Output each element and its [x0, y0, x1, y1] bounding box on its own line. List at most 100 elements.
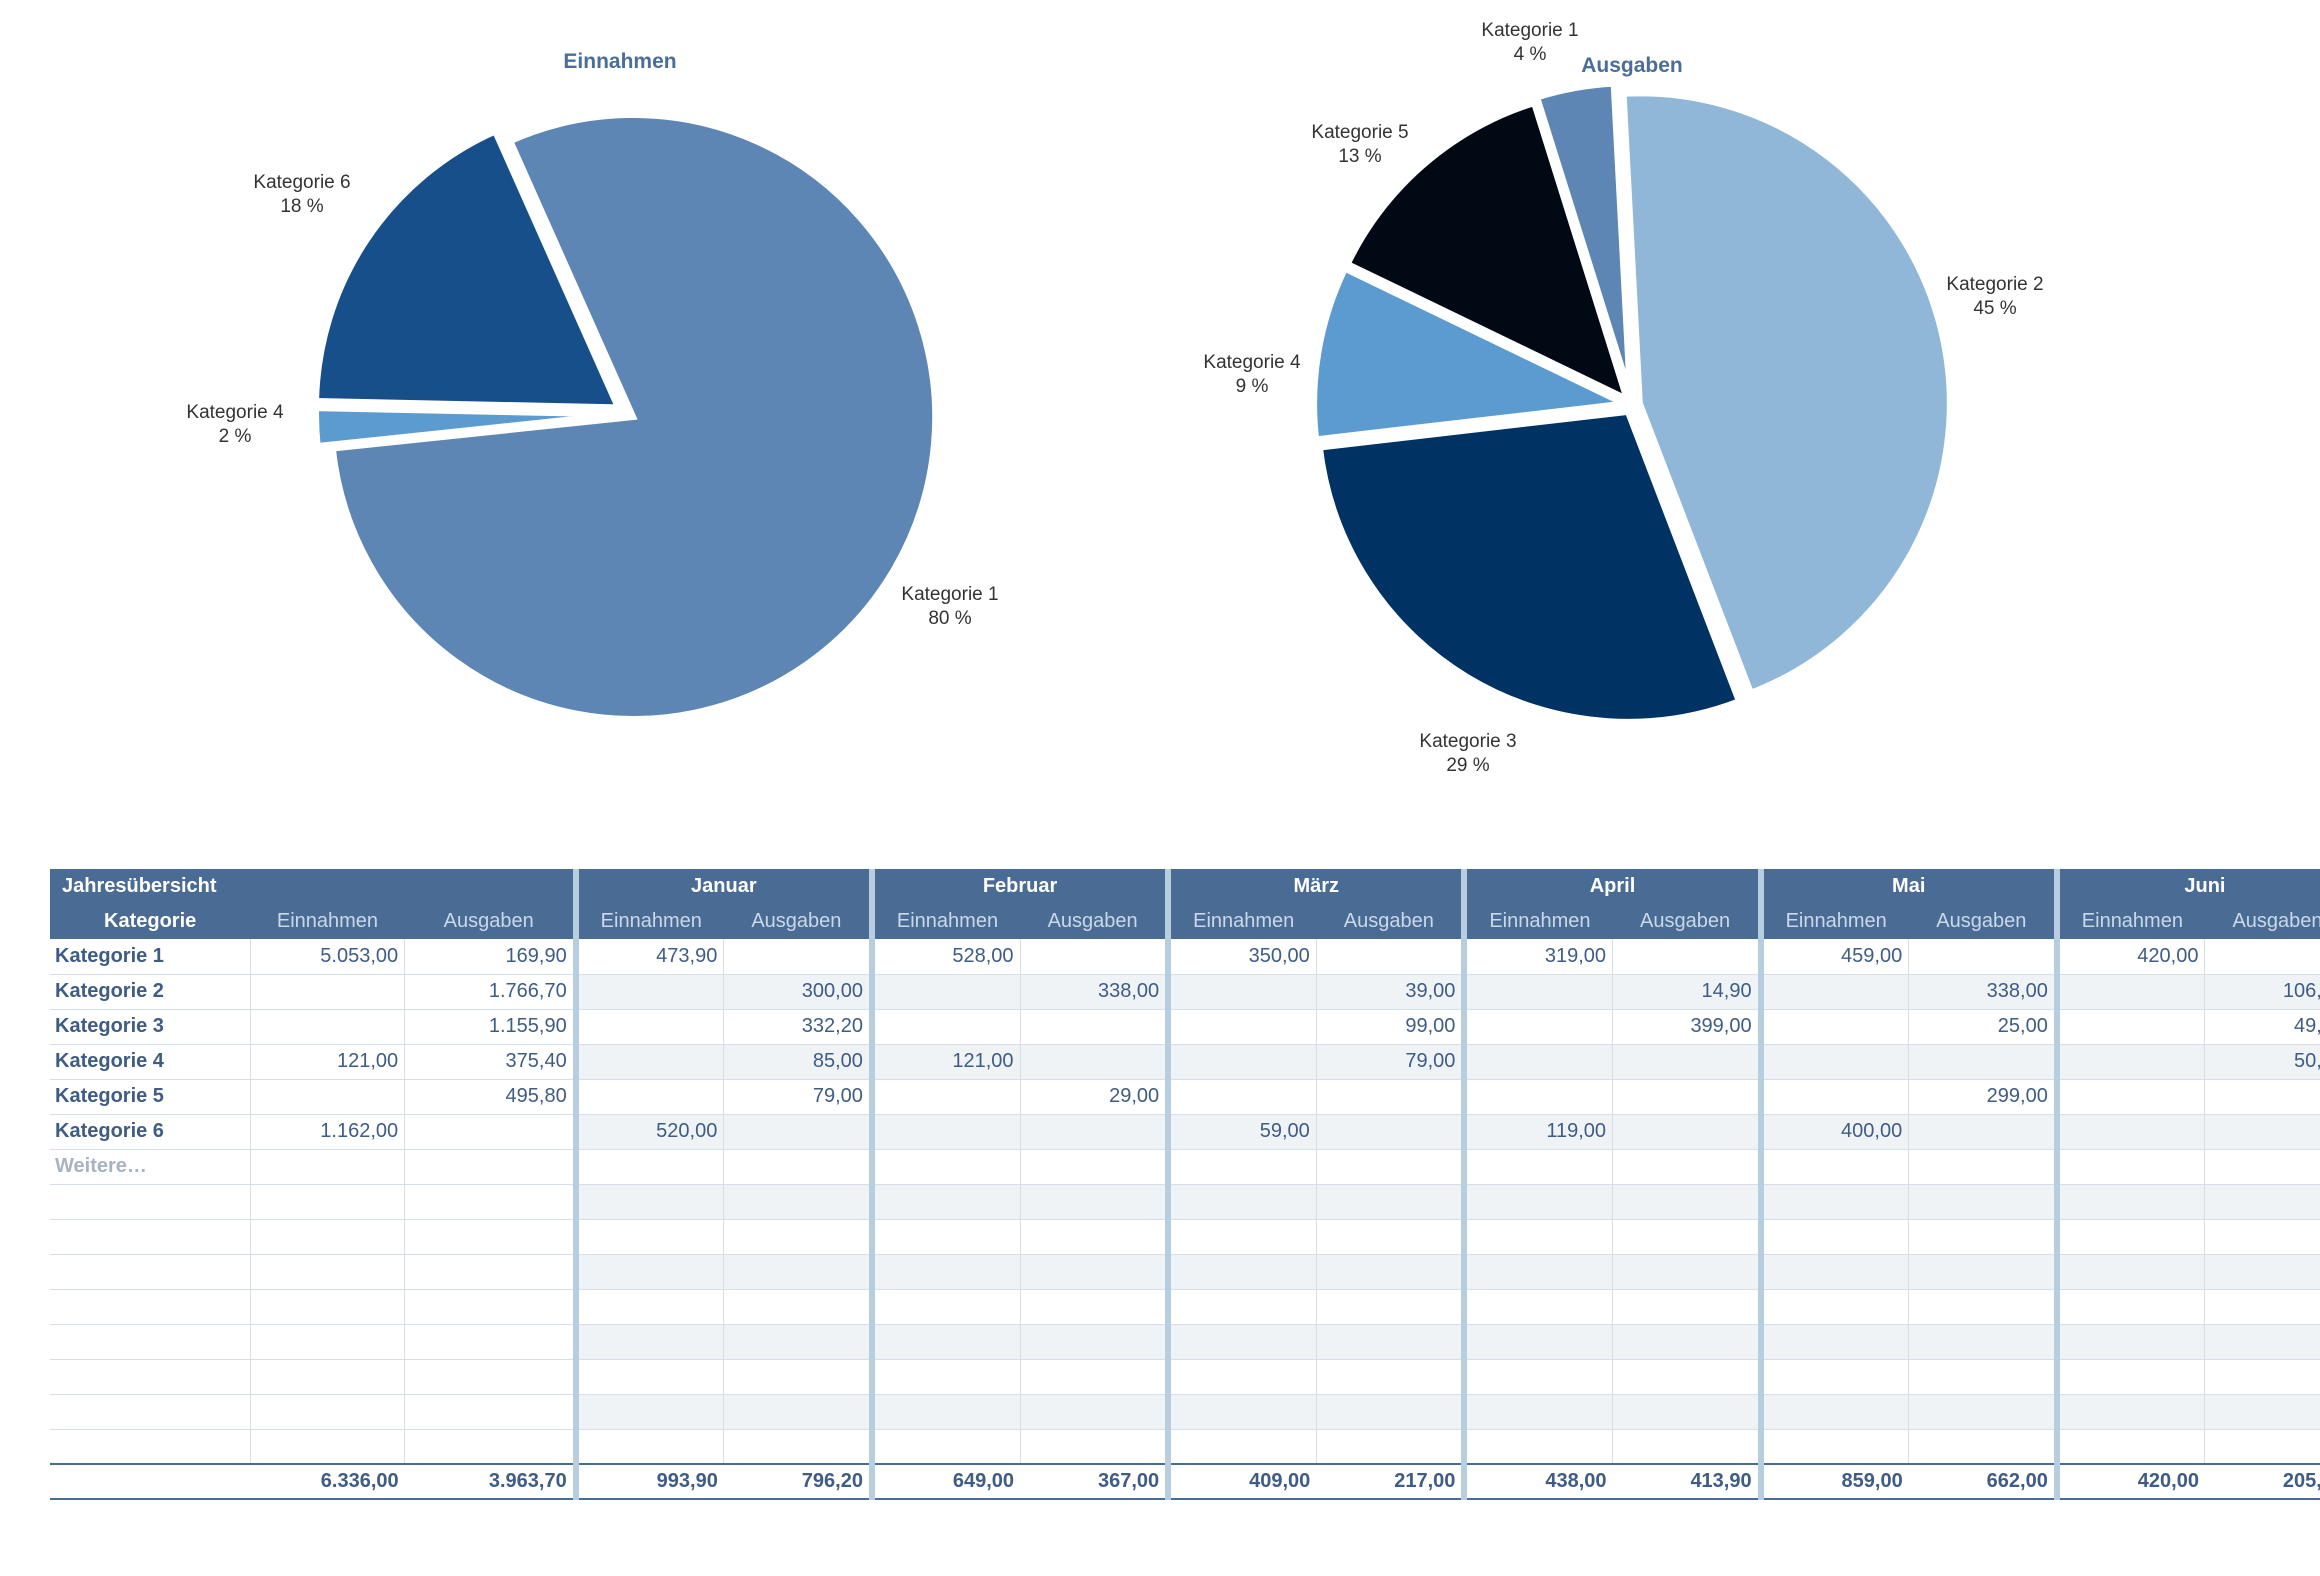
- month-expense-cell: [1612, 1184, 1762, 1220]
- slice-label: Kategorie 2: [1946, 274, 2043, 295]
- month-expense-cell: [1020, 1044, 1169, 1080]
- month-expense-cell: [1020, 1184, 1169, 1220]
- month-expense-cell: [1020, 939, 1169, 975]
- slice-label: Kategorie 1: [901, 584, 998, 605]
- month-expense-cell: 25,00: [1908, 1009, 2058, 1045]
- total-month-income: 409,00: [1165, 1463, 1317, 1500]
- month-income-cell: [1461, 1254, 1614, 1290]
- month-expense-cell: [1316, 1184, 1465, 1220]
- month-expense-cell: 39,00: [1316, 974, 1465, 1010]
- month-expense-cell: [2204, 1079, 2320, 1115]
- month-income-cell: 473,90: [572, 939, 725, 975]
- month-expense-cell: 99,00: [1316, 1009, 1465, 1045]
- pie-slice-kategorie-1: [1533, 80, 1633, 395]
- month-income-cell: [572, 1394, 725, 1430]
- month-expense-cell: [2204, 1184, 2320, 1220]
- month-income-cell: [868, 1359, 1021, 1395]
- month-income-cell: [2053, 1394, 2206, 1430]
- pie-slice-kategorie-3: [1316, 408, 1743, 725]
- month-header: April: [1461, 869, 1761, 904]
- month-income-cell: 319,00: [1461, 939, 1614, 975]
- month-income-cell: [2053, 1114, 2206, 1150]
- expense-column-header: Ausgaben: [2204, 904, 2320, 939]
- total-month-expense: 367,00: [1020, 1463, 1169, 1500]
- table-row: [50, 1324, 2320, 1360]
- total-month-expense: 205,00: [2204, 1463, 2320, 1500]
- totals-label: [50, 1463, 251, 1500]
- annual-income-cell: [250, 1009, 406, 1045]
- annual-expense-cell: 1.766,70: [404, 974, 577, 1010]
- slice-label: Kategorie 3: [1419, 731, 1516, 752]
- annual-income-cell: [250, 1219, 406, 1255]
- month-expense-cell: [723, 1289, 873, 1325]
- month-income-cell: [2053, 1254, 2206, 1290]
- month-expense-cell: [723, 1324, 873, 1360]
- month-income-cell: [1461, 1184, 1614, 1220]
- annual-income-cell: [250, 1254, 406, 1290]
- income-column-header: Einnahmen: [1757, 904, 1909, 939]
- annual-income-cell: [250, 1289, 406, 1325]
- month-income-cell: [1165, 1289, 1317, 1325]
- month-expense-cell: [1908, 1359, 2058, 1395]
- annual-expense-cell: [404, 1184, 577, 1220]
- month-income-cell: [572, 1184, 725, 1220]
- month-income-cell: [1461, 1044, 1614, 1080]
- slice-label: Kategorie 1: [1481, 20, 1578, 41]
- month-expense-cell: 338,00: [1020, 974, 1169, 1010]
- month-income-cell: 121,00: [868, 1044, 1021, 1080]
- month-expense-cell: 50,00: [2204, 1044, 2320, 1080]
- month-expense-cell: [723, 1149, 873, 1185]
- month-header: Juni: [2053, 869, 2320, 904]
- expense-pie-chart: Ausgaben Kategorie 2 45 % Kategorie 3 29 % Ka…: [1203, 20, 2043, 776]
- month-expense-cell: [1908, 1114, 2058, 1150]
- slice-value-label: 18 %: [280, 196, 323, 217]
- more-categories-label: Weitere…: [50, 1149, 251, 1185]
- category-name: Kategorie 3: [50, 1009, 251, 1045]
- month-expense-cell: [2204, 1289, 2320, 1325]
- month-income-cell: [1757, 1324, 1910, 1360]
- month-income-cell: [572, 1359, 725, 1395]
- month-income-cell: [1165, 1219, 1317, 1255]
- category-name: [50, 1254, 251, 1290]
- month-expense-cell: [1316, 1079, 1465, 1115]
- category-name: [50, 1219, 251, 1255]
- month-income-cell: [1757, 1009, 1910, 1045]
- category-name: Kategorie 6: [50, 1114, 251, 1150]
- month-income-cell: [868, 1114, 1021, 1150]
- annual-income-cell: 1.162,00: [250, 1114, 406, 1150]
- annual-income-cell: [250, 1394, 406, 1430]
- annual-expense-cell: [404, 1149, 577, 1185]
- month-income-cell: [1165, 1429, 1317, 1465]
- month-expense-cell: [2204, 1219, 2320, 1255]
- month-header: Januar: [572, 869, 872, 904]
- annual-income-cell: 5.053,00: [250, 939, 406, 975]
- month-income-cell: [1757, 1079, 1910, 1115]
- total-month-income: 859,00: [1757, 1463, 1909, 1500]
- pie-title: Ausgaben: [1581, 54, 1683, 77]
- table-row: Kategorie 5 495,80 79,00 29,00 299,00: [50, 1079, 2320, 1115]
- month-expense-cell: 300,00: [723, 974, 873, 1010]
- month-income-cell: [1461, 1219, 1614, 1255]
- annual-income-cell: [250, 1429, 406, 1465]
- month-income-cell: [2053, 1044, 2206, 1080]
- expense-column-header: Ausgaben: [404, 904, 576, 939]
- month-expense-cell: 85,00: [723, 1044, 873, 1080]
- month-expense-cell: [1612, 939, 1762, 975]
- month-income-cell: [1461, 1009, 1614, 1045]
- month-income-cell: [572, 1044, 725, 1080]
- slice-value-label: 29 %: [1446, 755, 1489, 776]
- annual-income-cell: 121,00: [250, 1044, 406, 1080]
- income-column-header: Einnahmen: [868, 904, 1021, 939]
- pie-slice-kategorie-4: [313, 405, 619, 450]
- month-income-cell: [868, 1289, 1021, 1325]
- total-annual-expense: 3.963,70: [404, 1463, 576, 1500]
- month-expense-cell: [1020, 1219, 1169, 1255]
- month-income-cell: [2053, 1324, 2206, 1360]
- month-expense-cell: 299,00: [1908, 1079, 2058, 1115]
- table-row: Kategorie 3 1.155,90 332,20 99,00 399,00 25,0…: [50, 1009, 2320, 1045]
- month-income-cell: [572, 1149, 725, 1185]
- slice-value-label: 45 %: [1973, 298, 2016, 319]
- month-expense-cell: [2204, 1394, 2320, 1430]
- income-column-header: Einnahmen: [1165, 904, 1317, 939]
- month-expense-cell: 49,00: [2204, 1009, 2320, 1045]
